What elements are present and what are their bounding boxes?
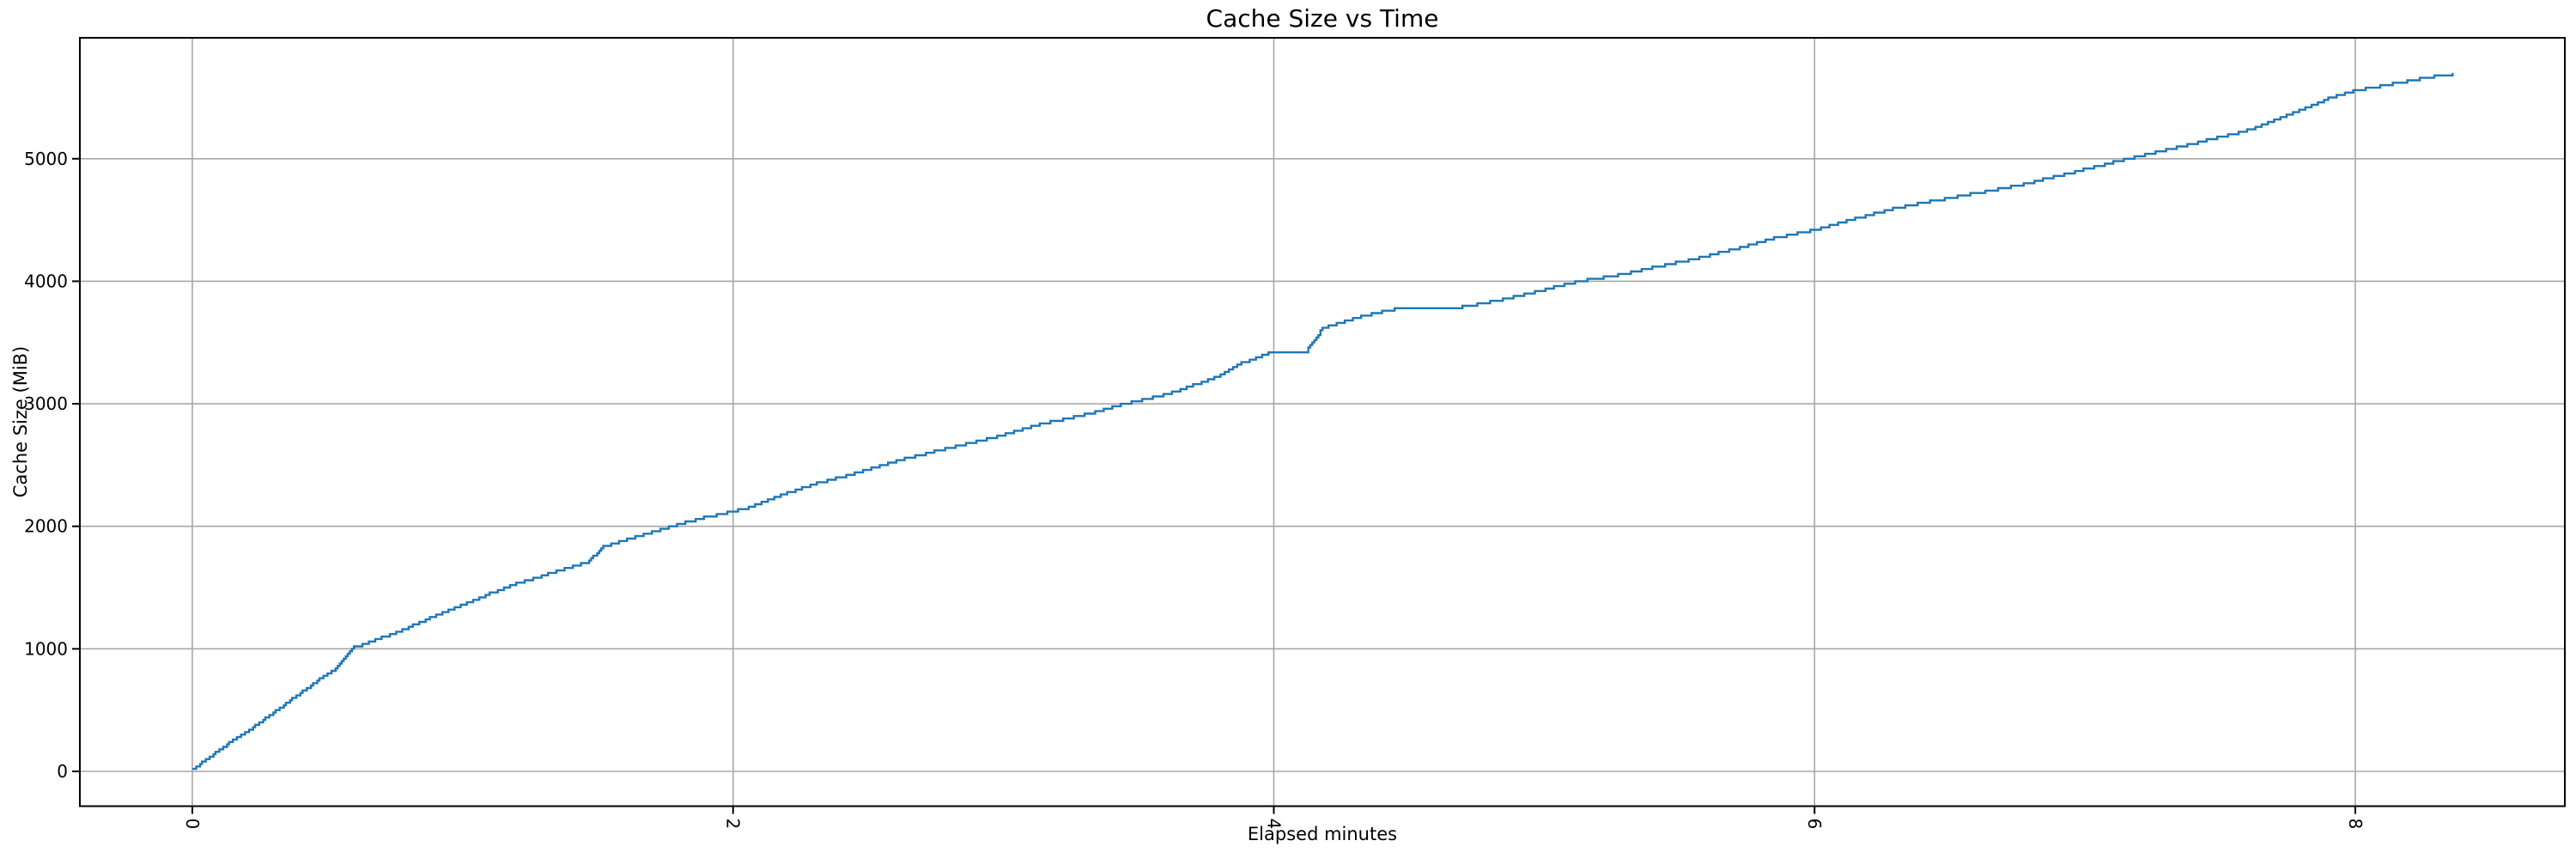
- y-tick-label: 0: [57, 761, 68, 782]
- y-tick-label: 1000: [24, 638, 68, 659]
- x-tick-label: 8: [2345, 819, 2366, 830]
- chart-title: Cache Size vs Time: [1206, 4, 1439, 33]
- x-tick-label: 6: [1804, 819, 1825, 830]
- x-tick-label: 0: [182, 819, 203, 830]
- x-axis-label: Elapsed minutes: [1247, 824, 1398, 844]
- x-tick-label: 4: [1263, 819, 1284, 830]
- y-tick-label: 2000: [24, 516, 68, 537]
- y-tick-label: 5000: [24, 149, 68, 169]
- plot-border: [79, 37, 2566, 807]
- y-tick-label: 4000: [24, 271, 68, 291]
- y-tick-label: 3000: [24, 393, 68, 414]
- series-line: [192, 72, 2454, 771]
- x-tick-label: 2: [723, 819, 744, 830]
